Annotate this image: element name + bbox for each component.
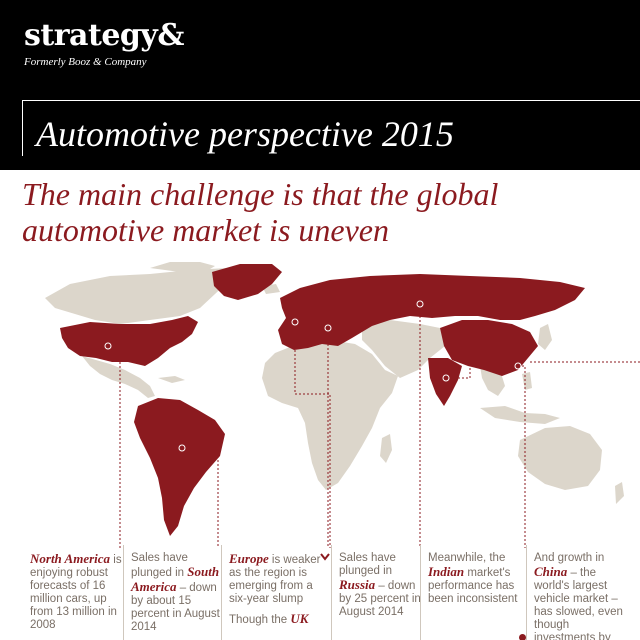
column-europe-bold: Europe [229, 551, 269, 566]
leader-north-america [108, 345, 121, 548]
dot-russia [416, 300, 424, 308]
land-madagascar [380, 434, 392, 463]
dot-north-america [104, 342, 112, 350]
column-russia-bold: Russia [339, 577, 376, 592]
market-dots [104, 300, 522, 452]
dot-south-america [178, 444, 186, 452]
leader-china [518, 365, 526, 548]
leader-lines [108, 304, 640, 548]
column-china-text: And growth in China – the world's larges… [534, 552, 630, 640]
region-usa [60, 316, 198, 366]
column-china-pre: And growth in [534, 552, 605, 564]
column-north-america-body: is enjoying robust forecasts of 16 milli… [30, 554, 122, 631]
column-north-america: North America is enjoying robust forecas… [30, 545, 122, 640]
column-china-bold: China [534, 564, 568, 579]
column-china-body: – the world's largest vehicle market – h… [534, 567, 623, 640]
land-japan [538, 324, 552, 350]
column-south-america-body: – down by about 15 percent in August 201… [131, 582, 220, 633]
region-south-america [134, 398, 225, 536]
world-map [0, 258, 640, 548]
land-greenland [212, 264, 282, 300]
column-india-body: market's performance has been inconsiste… [428, 567, 518, 605]
column-europe-text-2: Though the UK [229, 612, 331, 627]
column-europe-bold2: UK [290, 611, 309, 626]
land-indonesia [480, 406, 560, 424]
column-russia-body: – down by 25 percent in August 2014 [339, 580, 421, 618]
column-europe-body: is weaker as the region is emerging from… [229, 554, 321, 605]
column-south-america: Sales have plunged in South America – do… [123, 545, 220, 640]
headline-line-2: automotive market is uneven [22, 212, 389, 248]
column-india-pre: Meanwhile, the [428, 552, 506, 564]
column-india-bold: Indian [428, 564, 465, 579]
column-south-america-bold: South America [131, 564, 220, 594]
land-caribbean [158, 376, 185, 383]
column-russia-pre: Sales have plunged in [339, 552, 396, 577]
leader-south-america [182, 447, 219, 548]
land-alaska-canada [45, 268, 230, 324]
market-columns: North America is enjoying robust forecas… [0, 545, 640, 640]
column-russia-text: Sales have plunged in Russia – down by 2… [339, 552, 421, 619]
brand-logo: strategy& [24, 18, 184, 53]
header-divider-vertical [22, 100, 23, 156]
land-arctic-islands [150, 262, 215, 272]
column-china: And growth in China – the world's larges… [526, 545, 630, 640]
region-china [440, 320, 538, 376]
column-india: Meanwhile, the Indian market's performan… [420, 545, 526, 640]
land-middle-east [362, 320, 445, 378]
column-europe: Europe is weaker as the region is emergi… [221, 545, 331, 640]
dot-europe-east [324, 324, 332, 332]
land-australia [518, 426, 602, 490]
chevron-down-icon [320, 553, 330, 561]
region-europe-russia [278, 274, 585, 350]
leader-europe [294, 322, 331, 548]
column-south-america-pre: Sales have plunged in [131, 552, 188, 579]
column-india-text: Meanwhile, the Indian market's performan… [428, 552, 526, 606]
brand-subtitle: Formerly Booz & Company [24, 56, 147, 68]
page-title: Automotive perspective 2015 [36, 114, 454, 154]
column-south-america-text: Sales have plunged in South America – do… [131, 552, 220, 634]
leader-india [446, 358, 471, 379]
column-russia: Sales have plunged in Russia – down by 2… [331, 545, 421, 640]
bullet-dot-icon [519, 634, 526, 640]
headline-line-1: The main challenge is that the global [22, 176, 499, 212]
column-north-america-text: North America is enjoying robust forecas… [30, 552, 122, 632]
world-map-svg [45, 262, 640, 548]
header-divider-horizontal [22, 100, 640, 101]
land-new-zealand [615, 482, 624, 504]
dot-europe [291, 318, 299, 326]
land-central-america [82, 356, 155, 398]
region-india [428, 358, 462, 406]
column-europe-pre2: Though the [229, 614, 291, 626]
highlighted-markets [60, 264, 585, 536]
dot-india [442, 374, 450, 382]
land-philippines [522, 372, 532, 390]
headline: The main challenge is that the global au… [22, 176, 632, 248]
column-europe-text: Europe is weaker as the region is emergi… [229, 552, 331, 606]
column-north-america-bold: North America [30, 551, 111, 566]
header-banner: strategy& Formerly Booz & Company Automo… [0, 0, 640, 170]
dot-china [514, 362, 522, 370]
